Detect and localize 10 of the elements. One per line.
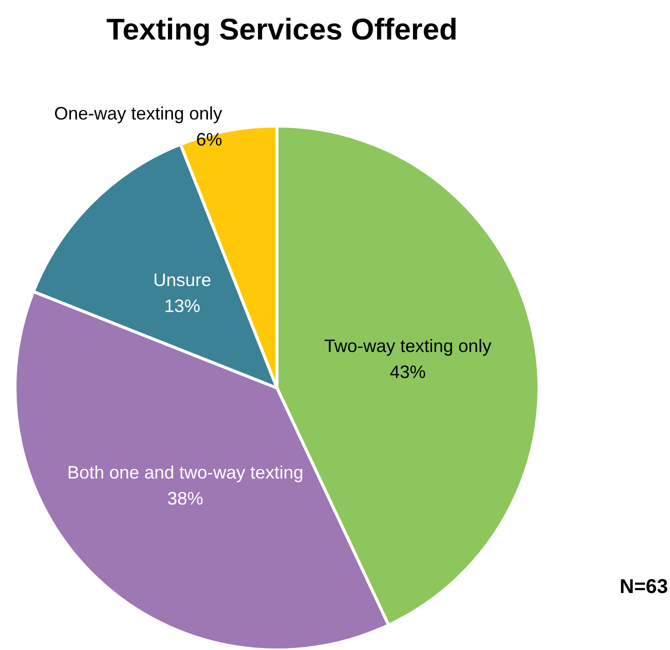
chart-title: Texting Services Offered	[106, 14, 458, 46]
slice-label: Two-way texting only	[324, 336, 492, 356]
data-label: 13%	[164, 296, 200, 316]
data-label: 38%	[167, 488, 204, 509]
slice-label: Both one and two-way texting	[67, 462, 304, 483]
slice-label: Unsure	[153, 270, 212, 290]
slice-label: One-way texting only	[54, 104, 222, 124]
data-label: 43%	[390, 362, 426, 382]
data-label: 6%	[196, 130, 222, 150]
text: N=63	[620, 576, 668, 598]
